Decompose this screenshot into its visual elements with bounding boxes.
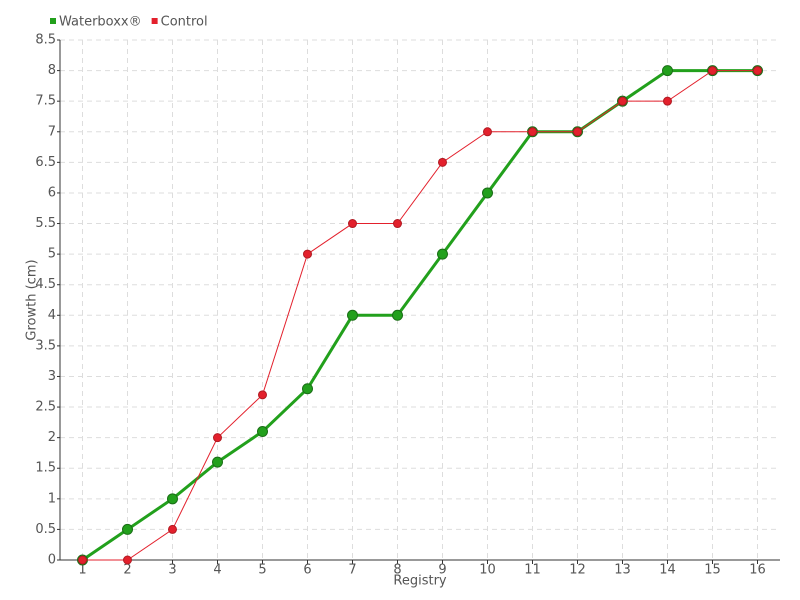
y-tick-label: 6.5 [35,155,56,170]
x-tick-label: 16 [749,563,766,578]
legend-swatch [50,18,56,24]
x-tick-label: 9 [438,563,446,578]
point [122,523,133,535]
x-axis-label: Registry [393,574,447,589]
point [618,96,627,106]
legend-swatch [151,18,158,24]
point [348,219,357,229]
y-tick-label: 5.5 [35,216,56,231]
x-tick-label: 6 [303,563,311,578]
y-tick-label: 1.5 [35,461,56,476]
y-tick-label: 3 [48,369,56,384]
legend-label: Waterboxx® [59,15,142,30]
point [482,187,493,199]
y-tick-label: 6 [48,185,56,200]
point [78,555,87,565]
y-tick-label: 8 [48,63,56,78]
x-tick-label: 14 [659,563,676,578]
y-tick-label: 0 [48,553,56,568]
point [663,96,672,106]
x-tick-label: 3 [168,563,176,578]
point [393,219,402,229]
y-tick-label: 3.5 [35,338,56,353]
y-tick-label: 8.5 [35,33,56,48]
point [303,249,312,259]
point [168,524,177,534]
point [167,493,178,505]
y-tick-label: 4.5 [35,277,56,292]
y-tick-label: 2.5 [35,400,56,415]
point [662,65,673,77]
y-tick-label: 4 [48,308,56,323]
x-tick-label: 5 [258,563,266,578]
series-line [81,69,758,562]
y-tick-label: 7 [48,124,56,139]
x-tick-label: 2 [123,563,131,578]
y-tick-label: 7.5 [35,94,56,109]
x-tick-label: 11 [524,563,541,578]
point [302,383,313,395]
x-tick-label: 10 [479,563,496,578]
legend-label: Control [161,15,208,30]
point [213,433,222,443]
point [483,127,492,137]
y-tick-label: 0.5 [35,522,56,537]
y-axis-label: Growth (cm) [25,259,40,340]
series-line [82,70,758,561]
point [257,426,268,438]
x-tick-label: 12 [569,563,586,578]
point [438,157,447,167]
x-tick-label: 1 [78,563,86,578]
point [753,66,762,76]
y-tick-label: 1 [48,491,56,506]
point [573,127,582,137]
x-tick-label: 13 [614,563,631,578]
y-tick-label: 2 [48,430,56,445]
point [437,248,448,260]
point [212,456,223,468]
y-tick-label: 5 [48,247,56,262]
point [258,390,267,400]
x-tick-label: 8 [393,563,401,578]
point [123,555,132,565]
x-tick-label: 7 [348,563,356,578]
x-tick-label: 4 [213,563,221,578]
point [347,309,358,321]
x-tick-label: 15 [704,563,721,578]
point [528,127,537,137]
point [708,66,717,76]
point [392,309,403,321]
